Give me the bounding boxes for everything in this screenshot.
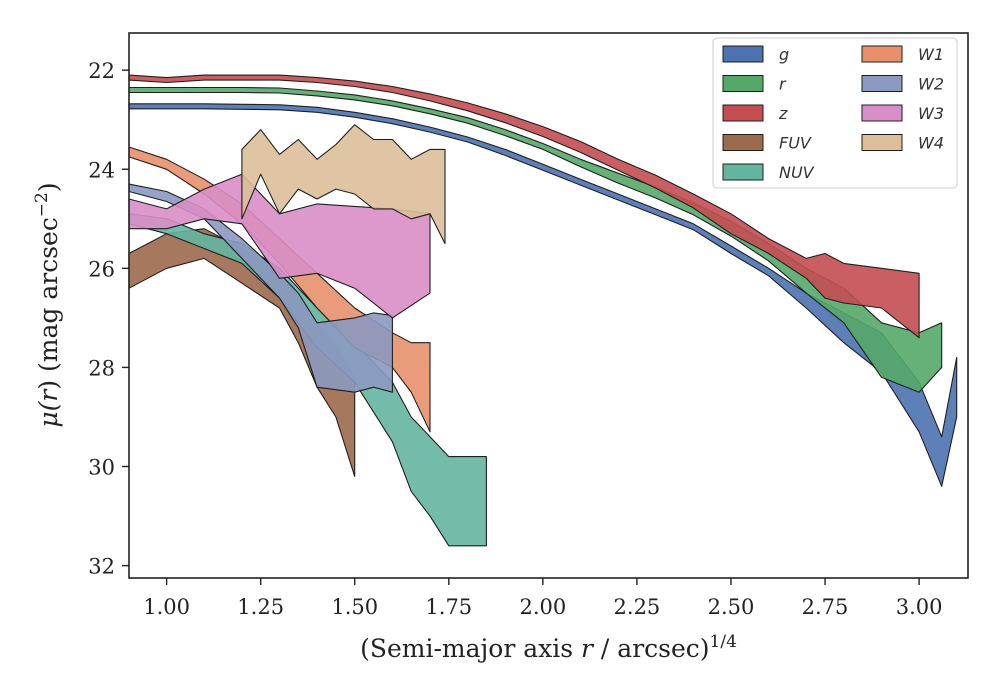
legend-label-w1: W1 [918, 45, 944, 64]
band-w4 [241, 124, 446, 245]
band-r [128, 86, 943, 393]
plot-frame [128, 32, 969, 579]
y-axis-label-exponent: −2 [32, 192, 52, 217]
x-tick-label: 2.75 [802, 595, 849, 619]
x-axis-label-exponent: 1/4 [710, 632, 737, 652]
legend-swatch-w2 [861, 75, 903, 92]
y-axis-label-var: r [34, 388, 63, 402]
y-tick-label: 28 [88, 356, 115, 380]
legend-swatch-nuv [722, 163, 764, 181]
legend-label-w4: W4 [918, 134, 944, 153]
x-tick-label: 1.50 [331, 595, 378, 619]
legend-label-nuv: NUV [779, 163, 815, 182]
y-tick-label: 32 [88, 555, 115, 579]
legend-swatch-w4 [861, 134, 903, 151]
x-tick-label: 1.00 [143, 595, 190, 619]
x-tick-label: 2.25 [614, 595, 661, 619]
x-tick-label: 2.00 [519, 595, 566, 619]
legend-swatch-w1 [861, 45, 903, 63]
legend-label-w2: W2 [918, 75, 944, 94]
legend-label-r: r [779, 75, 787, 94]
legend-label-z: z [778, 104, 788, 123]
legend-swatch-w3 [861, 104, 903, 122]
x-tick-label: 2.50 [708, 595, 755, 619]
band-w2 [128, 183, 393, 393]
x-axis-label-post: / arcsec) [593, 634, 710, 663]
y-axis-label-unit: ) (mag arcsec [34, 217, 63, 390]
x-axis-label-pre: (Semi-major axis [360, 634, 581, 663]
x-axis: 1.00 1.25 1.50 1.75 2.00 2.25 2.50 2.75 3.00 [143, 578, 942, 619]
legend-swatch-fuv [722, 134, 764, 151]
legend-label-w3: W3 [918, 104, 944, 123]
y-tick-label: 26 [88, 257, 115, 281]
band-z [128, 74, 920, 339]
x-tick-label: 1.25 [237, 595, 284, 619]
x-tick-label: 1.75 [425, 595, 472, 619]
legend-swatch-z [722, 104, 764, 122]
legend-label-fuv: FUV [779, 134, 812, 153]
profile-bands [128, 74, 958, 547]
y-tick-label: 24 [88, 158, 115, 182]
band-g [128, 103, 958, 487]
x-axis-label: (Semi-major axis r / arcsec)1/4 [360, 632, 737, 663]
y-axis-label-close: ) [34, 182, 63, 192]
y-axis-label-mu: μ( [34, 400, 63, 427]
legend: grz FUV NUV W1 W2 W3 W4 [712, 37, 958, 189]
y-axis: 22 24 26 28 30 32 [88, 59, 129, 579]
x-tick-label: 3.00 [896, 595, 943, 619]
legend-swatch-g [722, 45, 764, 63]
x-axis-label-var: r [581, 634, 595, 663]
y-tick-label: 22 [88, 59, 115, 83]
legend-swatch-r [722, 75, 764, 92]
y-axis-label: μ(r) (mag arcsec−2) [32, 182, 63, 427]
legend-label-g: g [779, 45, 789, 64]
y-tick-label: 30 [88, 456, 115, 480]
